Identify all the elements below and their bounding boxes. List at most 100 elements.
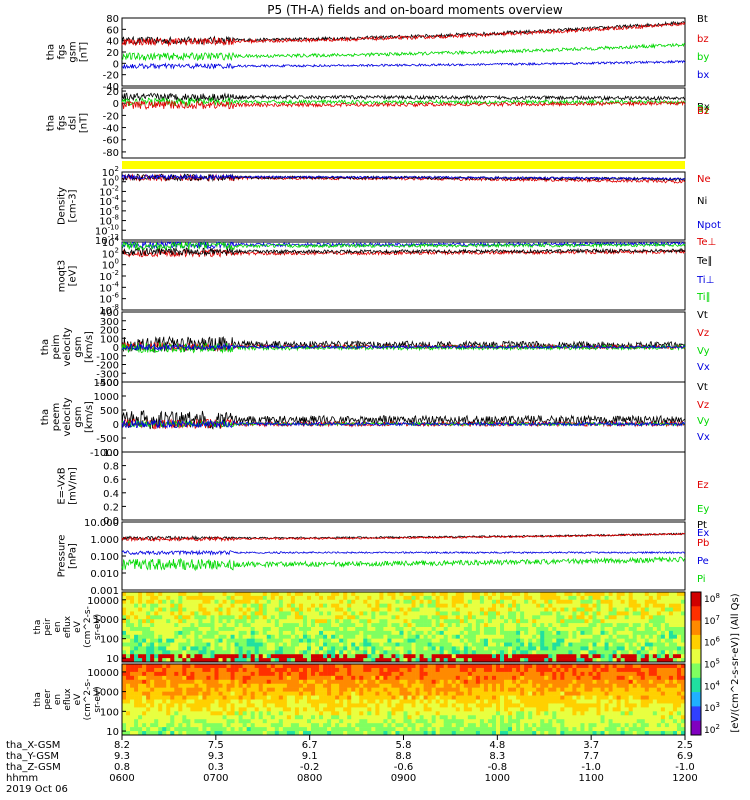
spectrogram-cell — [624, 654, 629, 659]
spectrogram-cell — [130, 592, 135, 597]
spectrogram-cell — [560, 719, 565, 724]
spectrogram-cell — [656, 592, 662, 597]
spectrogram-cell — [612, 603, 617, 608]
spectrogram-cell — [154, 634, 159, 639]
spectrogram-cell — [455, 611, 461, 616]
spectrogram-cell — [319, 623, 324, 628]
spectrogram-cell — [122, 691, 127, 696]
spectrogram-cell — [150, 646, 155, 651]
spectrogram-cell — [588, 619, 593, 624]
spectrogram-cell — [126, 715, 131, 720]
spectrogram-cell — [556, 627, 561, 632]
spectrogram-cell — [544, 711, 549, 716]
spectrogram-cell — [238, 719, 243, 724]
spectrogram-cell — [250, 603, 256, 608]
spectrogram-cell — [459, 627, 465, 632]
spectrogram-cell — [234, 679, 239, 685]
spectrogram-cell — [459, 638, 465, 643]
spectrogram-cell — [202, 691, 207, 696]
spectrogram-cell — [270, 711, 276, 716]
spectrogram-cell — [487, 607, 493, 612]
spectrogram-cell — [210, 615, 215, 620]
y-axis-label: tha — [40, 409, 51, 425]
spectrogram-cell — [319, 679, 324, 685]
spectrogram-cell — [282, 699, 288, 704]
spectrogram-cell — [359, 611, 364, 616]
spectrogram-cell — [375, 615, 380, 620]
spectrogram-cell — [323, 642, 328, 647]
spectrogram-cell — [512, 707, 517, 712]
y-axis-label: fgs — [57, 115, 68, 130]
spectrogram-cell — [471, 630, 477, 636]
spectrogram-cell — [600, 683, 605, 688]
spectrogram-cell — [198, 599, 203, 604]
spectrogram-cell — [540, 727, 545, 732]
spectrogram-cell — [278, 664, 284, 669]
spectrogram-cell — [282, 683, 288, 688]
spectrogram-cell — [286, 634, 292, 639]
spectrogram-cell — [150, 711, 155, 716]
spectrogram-cell — [331, 731, 336, 736]
spectrogram-cell — [632, 615, 638, 620]
spectrogram-cell — [202, 703, 207, 708]
spectrogram-cell — [423, 630, 428, 636]
spectrogram-cell — [471, 615, 477, 620]
spectrogram-cell — [150, 675, 155, 681]
spectrogram-cell — [620, 642, 625, 647]
spectrogram-cell — [331, 715, 336, 720]
spectrogram-cell — [395, 711, 400, 716]
spectrogram-cell — [146, 723, 151, 728]
spectrogram-cell — [479, 671, 485, 677]
spectrogram-cell — [298, 603, 304, 608]
spectrogram-cell — [520, 723, 525, 728]
spectrogram-cell — [628, 646, 634, 651]
spectrogram-cell — [467, 667, 473, 673]
spectrogram-cell — [339, 691, 344, 696]
spectrogram-cell — [126, 607, 131, 612]
spectrogram-cell — [552, 695, 557, 700]
spectrogram-cell — [134, 699, 139, 704]
y-tick-label: 1000 — [94, 615, 119, 626]
spectrogram-cell — [262, 634, 268, 639]
spectrogram-cell — [339, 727, 344, 732]
spectrogram-cell — [311, 638, 316, 643]
spectrogram-cell — [222, 667, 227, 673]
spectrogram-cell — [294, 650, 300, 655]
spectrogram-cell — [524, 707, 529, 712]
spectrogram-cell — [210, 667, 215, 673]
spectrogram-cell — [584, 695, 589, 700]
spectrogram-cell — [150, 723, 155, 728]
spectrogram-cell — [238, 691, 243, 696]
spectrogram-cell — [628, 607, 634, 612]
spectrogram-cell — [548, 707, 553, 712]
spectrogram-cell — [443, 619, 449, 624]
spectrogram-cell — [258, 623, 264, 628]
spectrogram-cell — [483, 671, 489, 677]
spectrogram-cell — [166, 619, 171, 624]
spectrogram-cell — [274, 695, 280, 700]
spectrogram-cell — [315, 703, 320, 708]
spectrogram-cell — [298, 650, 304, 655]
spectrogram-cell — [528, 592, 533, 597]
spectrogram-cell — [660, 595, 666, 601]
spectrogram-cell — [411, 592, 416, 597]
spectrogram-cell — [620, 630, 625, 636]
y-axis-label: [km/s] — [84, 331, 95, 363]
spectrogram-cell — [367, 679, 372, 685]
spectrogram-cell — [560, 619, 565, 624]
spectrogram-cell — [202, 715, 207, 720]
spectrogram-cell — [315, 679, 320, 685]
spectrogram-cell — [298, 727, 304, 732]
spectrogram-cell — [387, 664, 392, 669]
spectrogram-cell — [491, 595, 497, 601]
spectrogram-cell — [282, 687, 288, 692]
spectrogram-cell — [592, 595, 597, 601]
spectrogram-cell — [487, 711, 493, 716]
spectrogram-cell — [210, 687, 215, 692]
spectrogram-cell — [134, 703, 139, 708]
spectrogram-cell — [471, 623, 477, 628]
spectrogram-cell — [455, 711, 461, 716]
spectrogram-cell — [194, 711, 199, 716]
spectrogram-cell — [632, 592, 638, 597]
